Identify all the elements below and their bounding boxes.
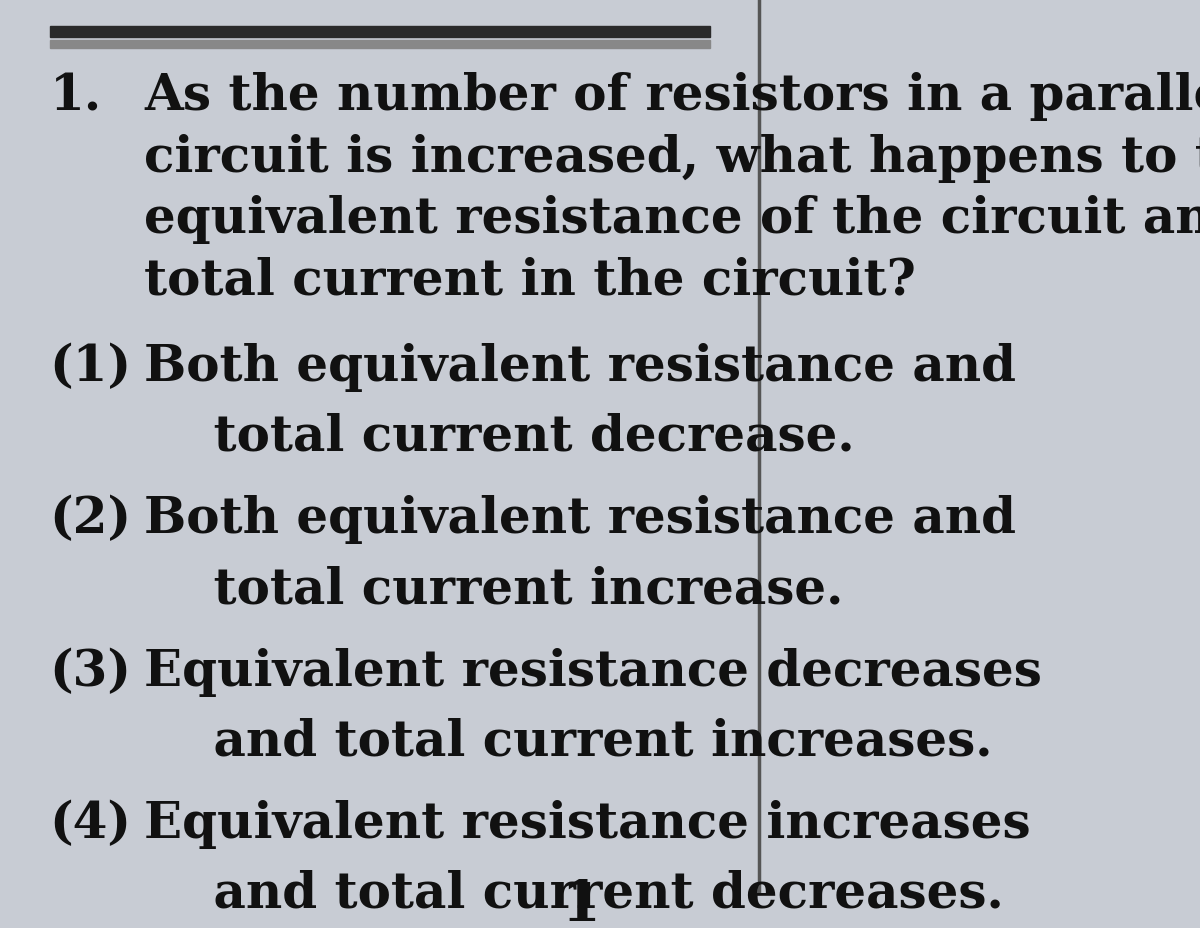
Text: Equivalent resistance decreases: Equivalent resistance decreases [144,647,1043,696]
Text: circuit is increased, what happens to the: circuit is increased, what happens to th… [144,134,1200,183]
Text: total current decrease.: total current decrease. [144,412,856,461]
Text: total current increase.: total current increase. [144,564,844,613]
Text: (3): (3) [49,647,132,696]
Text: As the number of resistors in a parallel: As the number of resistors in a parallel [144,72,1200,122]
Bar [49,27,709,38]
Text: equivalent resistance of the circuit and: equivalent resistance of the circuit and [144,195,1200,244]
Text: 1: 1 [562,877,600,928]
Text: (2): (2) [49,495,132,544]
Text: Both equivalent resistance and: Both equivalent resistance and [144,342,1016,392]
Bar [49,41,709,49]
Text: and total current decreases.: and total current decreases. [144,869,1004,918]
Text: total current in the circuit?: total current in the circuit? [144,256,917,305]
Text: (4): (4) [49,799,132,848]
Text: (1): (1) [49,342,132,392]
Text: 1.: 1. [49,72,102,122]
Text: Both equivalent resistance and: Both equivalent resistance and [144,495,1016,544]
Text: and total current increases.: and total current increases. [144,716,992,766]
Text: Equivalent resistance increases: Equivalent resistance increases [144,799,1031,848]
